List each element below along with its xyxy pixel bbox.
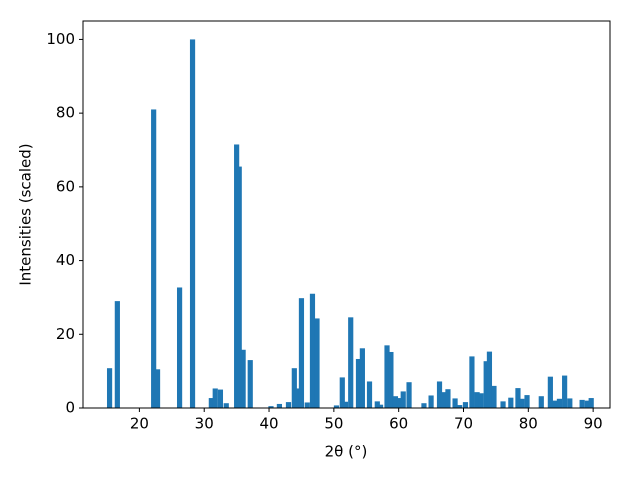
- x-tick-label: 90: [584, 415, 603, 433]
- bar: [106, 368, 113, 408]
- bar: [406, 382, 412, 408]
- x-tick-label: 20: [130, 415, 149, 433]
- bar: [538, 396, 544, 408]
- bar: [515, 388, 521, 408]
- bar: [377, 404, 384, 408]
- bar: [388, 351, 394, 408]
- bar: [436, 381, 443, 408]
- bar: [452, 398, 458, 408]
- x-tick-label: 50: [324, 415, 343, 433]
- bar: [217, 389, 224, 408]
- bar: [562, 375, 568, 408]
- bar: [304, 402, 310, 408]
- bar: [236, 166, 242, 408]
- bar: [309, 293, 316, 408]
- bar: [342, 401, 349, 408]
- bar: [440, 392, 447, 408]
- bar: [291, 368, 297, 408]
- plot-frame: [82, 20, 611, 409]
- bar: [240, 349, 246, 408]
- bar: [469, 356, 475, 408]
- bar: [508, 397, 514, 408]
- bar: [294, 388, 301, 408]
- bar: [396, 398, 402, 408]
- bar: [314, 318, 320, 408]
- bar: [457, 405, 463, 408]
- bar: [212, 388, 218, 408]
- y-tick-label: 20: [56, 325, 75, 343]
- bar: [359, 348, 365, 408]
- y-tick-label: 0: [65, 399, 75, 417]
- bar: [474, 392, 480, 408]
- bar: [519, 398, 525, 408]
- bar: [556, 398, 563, 408]
- bar: [208, 398, 214, 408]
- bar: [478, 393, 484, 408]
- bar: [114, 301, 120, 408]
- bar: [247, 360, 253, 408]
- bar: [285, 402, 292, 408]
- bar: [151, 109, 157, 408]
- y-axis-label: Intensities (scaled): [17, 143, 35, 285]
- x-tick-label: 30: [195, 415, 214, 433]
- x-tick-label: 70: [454, 415, 473, 433]
- bar: [384, 345, 390, 408]
- bar: [483, 361, 489, 408]
- y-tick-label: 40: [56, 251, 75, 269]
- bar: [462, 402, 469, 408]
- bar: [176, 287, 183, 408]
- bar: [298, 298, 305, 408]
- bar: [500, 401, 506, 408]
- bar: [154, 369, 161, 408]
- bar: [567, 398, 573, 408]
- bar: [268, 406, 274, 408]
- bar: [392, 396, 399, 408]
- bar: [491, 385, 497, 408]
- bar: [348, 317, 354, 408]
- bar: [374, 401, 380, 408]
- bar: [552, 400, 558, 408]
- bar: [339, 377, 345, 408]
- x-tick-label: 40: [259, 415, 278, 433]
- bar: [355, 358, 362, 408]
- x-tick-label: 60: [389, 415, 408, 433]
- bar: [547, 376, 553, 408]
- bar: [223, 403, 229, 408]
- bar: [428, 395, 434, 408]
- bar: [445, 389, 451, 408]
- bar: [189, 39, 196, 409]
- bar: [579, 399, 585, 408]
- bar: [333, 405, 340, 408]
- bar: [400, 391, 406, 408]
- y-tick-label: 80: [56, 104, 75, 122]
- x-axis-label: 2θ (°): [325, 443, 368, 461]
- bar: [276, 403, 283, 408]
- bar: [486, 351, 493, 408]
- bar: [366, 381, 373, 408]
- x-tick-label: 80: [519, 415, 538, 433]
- y-tick-label: 100: [46, 30, 75, 48]
- bar: [584, 400, 590, 408]
- y-tick-label: 60: [56, 177, 75, 195]
- bar: [524, 395, 530, 408]
- bar: [588, 398, 594, 408]
- bar: [421, 403, 427, 408]
